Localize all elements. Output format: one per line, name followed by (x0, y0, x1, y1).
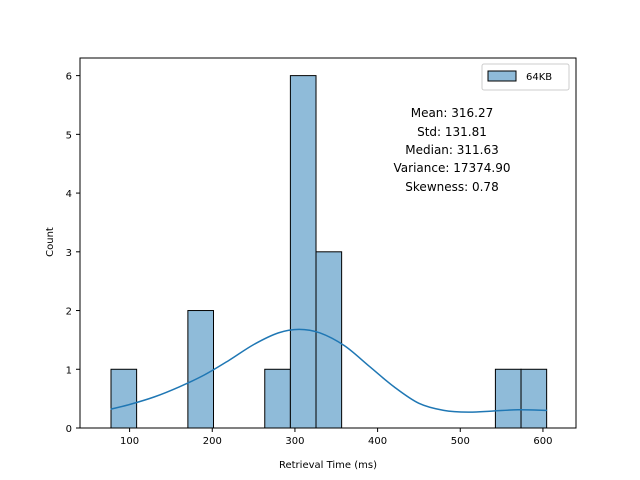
y-axis-label: Count (45, 227, 56, 257)
axes-layer (79, 57, 577, 429)
kde-layer (110, 328, 548, 413)
x-tick-label: 400 (368, 436, 387, 447)
y-tick-label: 4 (66, 189, 72, 200)
plot-frame (79, 57, 577, 429)
y-tick-label: 2 (66, 307, 72, 318)
y-tick-label: 3 (66, 248, 72, 259)
bars-layer (110, 75, 548, 429)
stats-annotation: Mean: 316.27 Std: 131.81 Median: 311.63 … (394, 106, 511, 194)
stats-variance: Variance: 17374.90 (394, 161, 511, 175)
histogram-bar-6 (264, 368, 291, 429)
x-tick-label: 200 (203, 436, 222, 447)
histogram-bar-15 (494, 368, 522, 429)
stats-mean: Mean: 316.27 (411, 106, 494, 120)
histogram-bar-3 (187, 310, 215, 429)
y-tick-label: 0 (66, 424, 72, 435)
legend: 64KB (481, 63, 570, 91)
ticks-layer: 100 200 300 400 500 600 0 1 2 3 4 5 6 (66, 72, 553, 447)
y-tick-label: 1 (66, 365, 72, 376)
x-tick-label: 100 (120, 436, 139, 447)
histogram-bar-8 (315, 251, 343, 429)
x-tick-label: 300 (285, 436, 304, 447)
x-tick-label: 500 (451, 436, 470, 447)
histogram-bar-0 (110, 368, 138, 429)
legend-swatch (487, 70, 517, 82)
stats-skewness: Skewness: 0.78 (405, 180, 498, 194)
histogram-bar-16 (520, 368, 548, 429)
histogram-bar-7 (289, 75, 317, 429)
y-tick-label: 5 (66, 130, 72, 141)
x-tick-label: 600 (533, 436, 552, 447)
stats-median: Median: 311.63 (405, 143, 499, 157)
x-axis-label: Retrieval Time (ms) (279, 460, 377, 471)
legend-label: 64KB (526, 72, 552, 83)
y-tick-label: 6 (66, 72, 72, 83)
kde-line (110, 328, 548, 413)
stats-std: Std: 131.81 (417, 125, 487, 139)
